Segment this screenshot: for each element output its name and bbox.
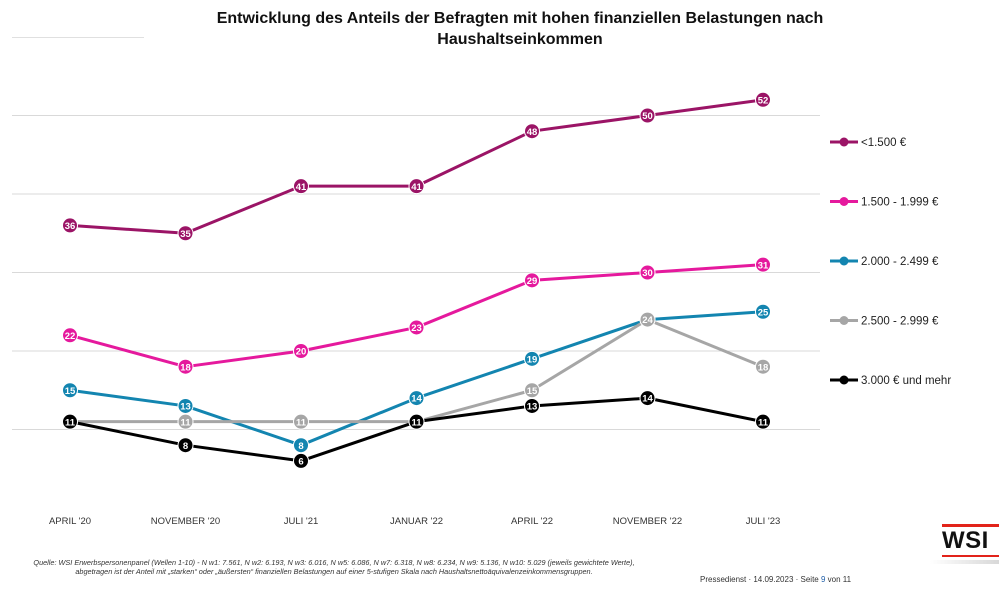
data-label: 11 — [296, 417, 307, 428]
logo-shadow — [930, 560, 999, 564]
legend-marker — [839, 137, 849, 147]
x-tick-label: JANUAR '22 — [390, 516, 443, 527]
data-label: 13 — [527, 402, 538, 413]
data-label: 29 — [527, 276, 538, 287]
page-number[interactable]: 9 — [820, 575, 826, 584]
data-label: 23 — [411, 323, 422, 334]
data-point — [524, 382, 540, 399]
legend-marker — [839, 197, 849, 206]
data-label: 25 — [758, 307, 769, 318]
data-label: 18 — [758, 362, 769, 373]
data-label: 48 — [527, 127, 538, 138]
data-point — [524, 350, 540, 367]
legend-label: 2.500 - 2.999 € — [861, 316, 939, 328]
data-point — [293, 437, 309, 454]
data-point — [62, 382, 78, 399]
data-point — [524, 272, 540, 289]
data-point — [293, 343, 309, 359]
data-point — [639, 264, 656, 281]
data-label: 11 — [65, 417, 76, 428]
data-point — [177, 413, 194, 430]
data-point — [524, 397, 540, 414]
data-label: 13 — [180, 402, 191, 413]
data-label: 14 — [642, 394, 653, 405]
legend-label: 3.000 € und mehr — [861, 375, 951, 387]
x-tick-label: NOVEMBER '20 — [151, 516, 220, 527]
legend-marker — [839, 316, 849, 325]
x-tick-label: JULI '23 — [746, 516, 781, 527]
data-point — [62, 217, 78, 234]
logo-text: WSI — [942, 527, 989, 554]
data-label: 41 — [296, 182, 307, 193]
x-tick-label: NOVEMBER '22 — [613, 516, 682, 527]
data-label: 11 — [758, 417, 769, 428]
x-tick-label: APRIL '20 — [49, 516, 91, 527]
data-point — [755, 413, 771, 430]
data-point — [755, 358, 771, 375]
title-divider — [12, 37, 144, 38]
series-line — [68, 98, 765, 235]
data-label: 8 — [298, 441, 303, 452]
data-label: 22 — [65, 331, 76, 342]
data-label: 15 — [65, 386, 76, 397]
data-point — [639, 107, 656, 124]
data-point — [755, 303, 771, 320]
data-point — [755, 256, 771, 273]
legend-marker — [839, 256, 849, 266]
page-total: von 11 — [827, 575, 852, 584]
data-point — [639, 311, 656, 328]
data-point — [177, 225, 194, 242]
data-point — [62, 327, 78, 344]
data-point — [639, 390, 656, 407]
data-point — [293, 178, 309, 195]
logo-bottom-bar — [942, 555, 999, 557]
data-label: 14 — [411, 394, 422, 405]
data-point — [408, 413, 425, 430]
data-point — [177, 358, 194, 375]
data-label: 31 — [758, 260, 769, 271]
logo-top-bar — [942, 524, 999, 527]
chart-title: Entwicklung des Anteils der Befragten mi… — [216, 10, 824, 48]
data-label: 19 — [527, 354, 538, 365]
data-label: 11 — [180, 417, 191, 428]
press-footer: Pressedienst · 14.09.2023 · Seite 9 von … — [700, 575, 851, 584]
data-label: 50 — [642, 111, 653, 122]
legend-label: 1.500 - 1.999 € — [861, 197, 939, 209]
data-point — [293, 452, 309, 469]
data-point — [62, 413, 78, 430]
data-label: 18 — [180, 362, 191, 373]
data-label: 35 — [180, 229, 191, 240]
data-point — [524, 123, 540, 140]
data-point — [177, 397, 194, 414]
data-label: 52 — [758, 95, 769, 106]
data-point — [408, 390, 425, 407]
data-point — [177, 437, 194, 454]
data-point — [408, 319, 425, 336]
data-point — [408, 178, 425, 195]
data-label: 6 — [298, 457, 303, 468]
x-tick-label: JULI '21 — [284, 516, 319, 527]
legend-label: <1.500 € — [861, 137, 907, 149]
x-tick-label: APRIL '22 — [511, 516, 553, 527]
data-label: 36 — [65, 221, 76, 232]
legend-marker — [839, 375, 849, 385]
data-point — [293, 413, 309, 430]
data-label: 24 — [642, 315, 653, 326]
data-label: 20 — [296, 347, 307, 358]
data-label: 30 — [642, 268, 653, 279]
legend-label: 2.000 - 2.499 € — [861, 256, 939, 268]
source-note: Quelle: WSI Erwerbspersonenpanel (Wellen… — [33, 558, 635, 576]
data-label: 41 — [411, 182, 422, 193]
data-point — [755, 91, 771, 108]
data-label: 11 — [411, 417, 422, 428]
data-label: 8 — [183, 441, 188, 452]
data-label: 15 — [527, 386, 538, 397]
press-info: Pressedienst · 14.09.2023 · Seite — [700, 575, 819, 584]
wsi-logo: WSI — [930, 520, 999, 564]
